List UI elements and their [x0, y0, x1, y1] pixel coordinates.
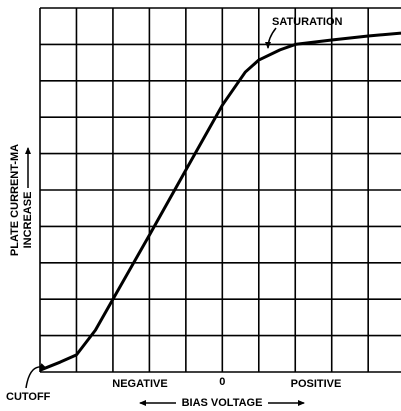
grid: [39, 7, 401, 373]
annotation: SATURATION: [272, 16, 343, 28]
axis-annotation: NEGATIVE: [112, 378, 167, 390]
y-axis-label: PLATE CURRENT-MA: [9, 144, 21, 256]
x-tick-label: 0: [219, 376, 225, 388]
curve: [39, 31, 401, 372]
annotation: CUTOFF: [6, 391, 51, 403]
y-axis-label: INCREASE: [22, 192, 34, 249]
annotation-arrow: [265, 27, 277, 49]
axis-annotation: POSITIVE: [291, 378, 342, 390]
x-axis-label: BIAS VOLTAGE: [182, 397, 263, 409]
